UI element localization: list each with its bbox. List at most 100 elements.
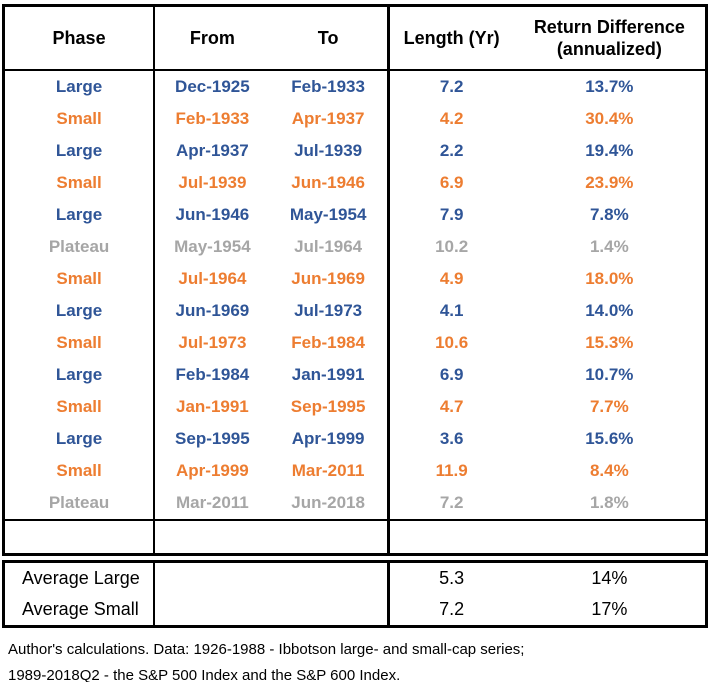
col-header-phase: Phase bbox=[3, 5, 156, 71]
cell-from: Jul-1939 bbox=[178, 173, 247, 192]
cell-phase: Small bbox=[3, 391, 156, 423]
cell-length: 7.2 bbox=[439, 493, 464, 512]
empty-cell bbox=[269, 519, 390, 555]
avg-label-cell: Average Small bbox=[3, 594, 156, 627]
cell-phase: Large bbox=[3, 359, 156, 391]
cell-length: 4.7 bbox=[439, 397, 464, 416]
cell-length: 4.2 bbox=[439, 109, 464, 128]
avg-length-cell: 7.2 bbox=[439, 599, 465, 619]
col-header-return-difference: Return Difference (annualized) bbox=[513, 5, 707, 71]
table-row: Small Jul-1973 Feb-1984 10.6 15.3% bbox=[3, 327, 707, 359]
cell-length: 10.2 bbox=[435, 237, 469, 256]
empty-row bbox=[3, 519, 707, 555]
cell-phase: Small bbox=[3, 327, 156, 359]
cell-phase: Large bbox=[3, 199, 156, 231]
header-row: Phase From To Length (Yr) Return Differe… bbox=[3, 5, 707, 71]
cell-to: Jan-1991 bbox=[269, 359, 390, 391]
cell-to: Jun-1969 bbox=[269, 263, 390, 295]
cell-return: 7.7% bbox=[589, 397, 629, 416]
avg-return-cell: 17% bbox=[591, 599, 628, 619]
col-header-from: From bbox=[154, 5, 270, 71]
cell-return: 19.4% bbox=[585, 141, 634, 160]
cell-phase: Small bbox=[3, 263, 156, 295]
cell-length: 4.9 bbox=[439, 269, 464, 288]
footnote: Author's calculations. Data: 1926-1988 -… bbox=[8, 637, 710, 682]
empty-cell bbox=[513, 519, 707, 555]
cell-from: Apr-1999 bbox=[176, 461, 249, 480]
cell-from: Feb-1984 bbox=[175, 365, 250, 384]
cell-return: 14.0% bbox=[585, 301, 634, 320]
return-header-line-2: (annualized) bbox=[556, 39, 662, 59]
avg-label-cell: Average Large bbox=[3, 561, 156, 594]
cell-length: 10.6 bbox=[435, 333, 469, 352]
table-row: Large Sep-1995 Apr-1999 3.6 15.6% bbox=[3, 423, 707, 455]
table-row: Large Jun-1946 May-1954 7.9 7.8% bbox=[3, 199, 707, 231]
table-row: Small Jul-1964 Jun-1969 4.9 18.0% bbox=[3, 263, 707, 295]
cell-return: 10.7% bbox=[585, 365, 634, 384]
cell-length: 11.9 bbox=[435, 461, 468, 480]
avg-return-cell: 14% bbox=[591, 568, 628, 588]
table-row: Plateau May-1954 Jul-1964 10.2 1.4% bbox=[3, 231, 707, 263]
empty-cell bbox=[3, 519, 156, 555]
table-row: Large Apr-1937 Jul-1939 2.2 19.4% bbox=[3, 135, 707, 167]
cell-phase: Plateau bbox=[3, 231, 156, 263]
cell-from: Jun-1946 bbox=[175, 205, 250, 224]
table-row: Small Jan-1991 Sep-1995 4.7 7.7% bbox=[3, 391, 707, 423]
cell-to: Jun-2018 bbox=[269, 487, 390, 520]
cell-length: 4.1 bbox=[439, 301, 464, 320]
avg-length-cell: 5.3 bbox=[439, 568, 465, 588]
cell-to: Jul-1964 bbox=[269, 231, 390, 263]
col-header-length: Length (Yr) bbox=[388, 5, 514, 71]
cell-return: 23.9% bbox=[585, 173, 634, 192]
cell-length: 2.2 bbox=[439, 141, 464, 160]
empty-cell bbox=[388, 519, 514, 555]
cell-return: 18.0% bbox=[585, 269, 634, 288]
cell-phase: Large bbox=[3, 295, 156, 327]
cell-to: Mar-2011 bbox=[269, 455, 390, 487]
cell-length: 6.9 bbox=[439, 173, 464, 192]
return-header-line-1: Return Difference bbox=[533, 17, 685, 37]
cell-return: 7.8% bbox=[589, 205, 629, 224]
cell-length: 7.2 bbox=[439, 77, 464, 96]
table-row: Large Jun-1969 Jul-1973 4.1 14.0% bbox=[3, 295, 707, 327]
cell-to: Apr-1999 bbox=[269, 423, 390, 455]
table-row: Small Feb-1933 Apr-1937 4.2 30.4% bbox=[3, 103, 707, 135]
cell-return: 15.6% bbox=[585, 429, 634, 448]
cell-from: Mar-2011 bbox=[175, 493, 249, 512]
cell-phase: Large bbox=[3, 135, 156, 167]
cell-to: Feb-1984 bbox=[269, 327, 390, 359]
cell-return: 1.4% bbox=[589, 237, 629, 256]
cell-from: Dec-1925 bbox=[175, 77, 250, 96]
average-row: Average Small 7.2 17% bbox=[3, 594, 707, 627]
cell-return: 30.4% bbox=[585, 109, 634, 128]
cell-from: Jul-1973 bbox=[178, 333, 247, 352]
cell-to: May-1954 bbox=[269, 199, 390, 231]
cell-from: Jan-1991 bbox=[175, 397, 249, 416]
cell-from: May-1954 bbox=[174, 237, 251, 256]
cell-phase: Large bbox=[3, 423, 156, 455]
average-row: Average Large 5.3 14% bbox=[3, 561, 707, 594]
avg-to-cell bbox=[269, 594, 390, 627]
table-row: Small Apr-1999 Mar-2011 11.9 8.4% bbox=[3, 455, 707, 487]
cell-phase: Small bbox=[3, 103, 156, 135]
cell-from: Sep-1995 bbox=[175, 429, 250, 448]
cell-phase: Small bbox=[3, 167, 156, 199]
cell-return: 15.3% bbox=[585, 333, 634, 352]
footnote-line-2: 1989-2018Q2 - the S&P 500 Index and the … bbox=[8, 667, 401, 682]
cell-length: 7.9 bbox=[439, 205, 464, 224]
cell-phase: Plateau bbox=[3, 487, 156, 520]
table-row: Large Feb-1984 Jan-1991 6.9 10.7% bbox=[3, 359, 707, 391]
cell-phase: Large bbox=[3, 70, 156, 103]
avg-from-cell bbox=[154, 594, 269, 627]
cell-return: 8.4% bbox=[589, 461, 629, 480]
table-row: Large Dec-1925 Feb-1933 7.2 13.7% bbox=[3, 70, 707, 103]
cell-length: 6.9 bbox=[439, 365, 464, 384]
cell-to: Jul-1939 bbox=[269, 135, 390, 167]
col-header-to: To bbox=[269, 5, 390, 71]
cell-from: Apr-1937 bbox=[176, 141, 249, 160]
cell-phase: Small bbox=[3, 455, 156, 487]
cell-to: Feb-1933 bbox=[269, 70, 390, 103]
phases-table: Phase From To Length (Yr) Return Differe… bbox=[2, 4, 708, 556]
cell-to: Jun-1946 bbox=[269, 167, 390, 199]
